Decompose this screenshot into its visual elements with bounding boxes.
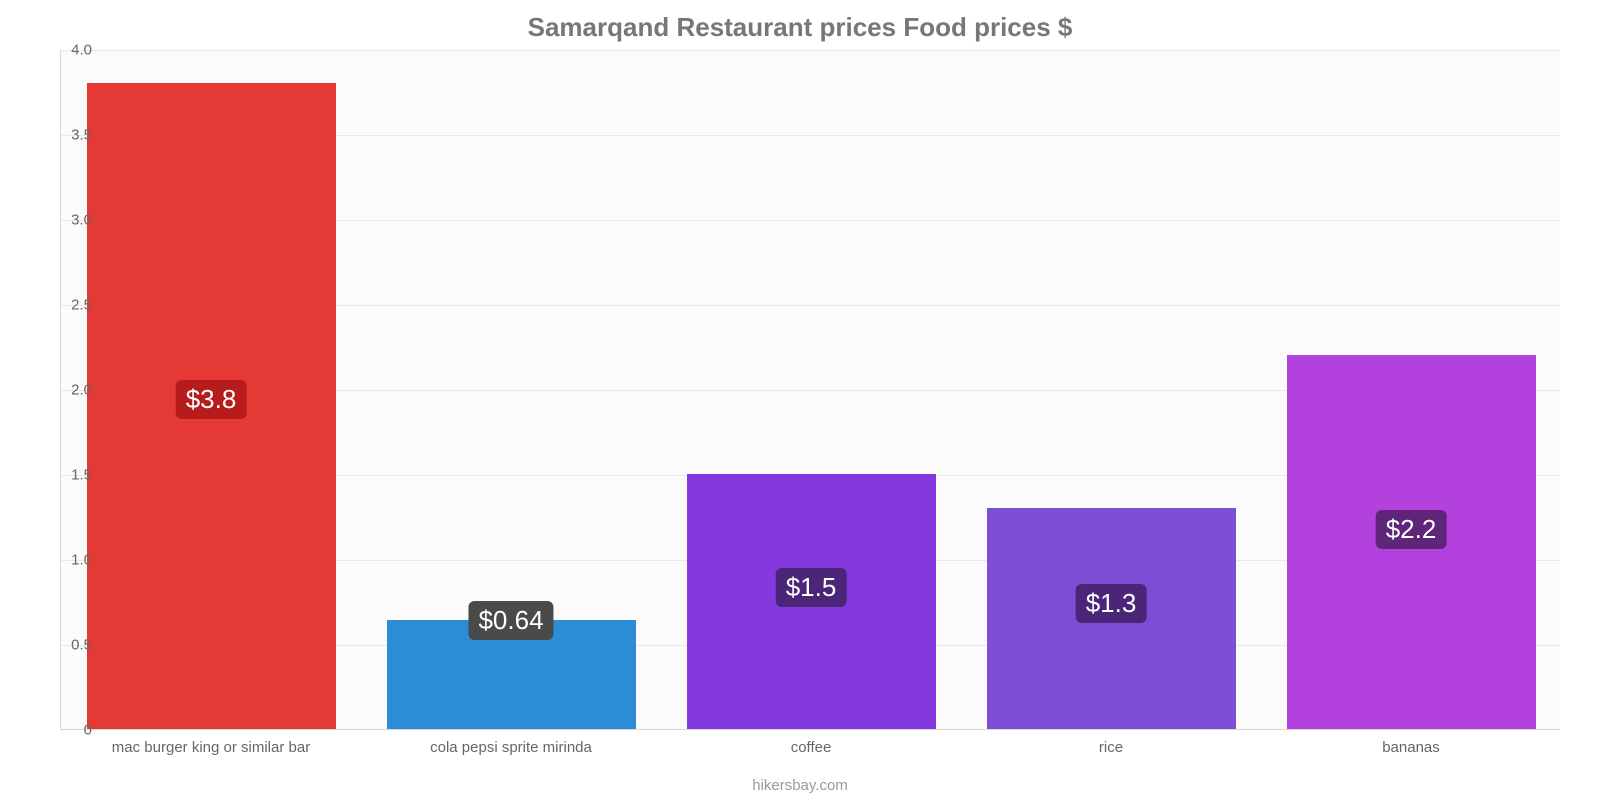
bar-value-label: $1.5 (776, 568, 847, 607)
bar-slot: $3.8mac burger king or similar bar (61, 50, 361, 729)
x-tick-label: cola pepsi sprite mirinda (430, 739, 592, 756)
y-tick-label: 3.5 (52, 127, 92, 144)
y-tick-label: 1.0 (52, 552, 92, 569)
bar-value-label: $0.64 (468, 601, 553, 640)
y-tick-label: 3.0 (52, 212, 92, 229)
plot-area: $3.8mac burger king or similar bar$0.64c… (60, 50, 1560, 730)
y-tick-label: 2.0 (52, 382, 92, 399)
y-tick-label: 2.5 (52, 297, 92, 314)
bar-slot: $0.64cola pepsi sprite mirinda (361, 50, 661, 729)
y-tick-label: 4.0 (52, 42, 92, 59)
bar-value-label: $3.8 (176, 380, 247, 419)
x-tick-label: bananas (1382, 739, 1440, 756)
chart-footer: hikersbay.com (0, 777, 1600, 794)
bar-value-label: $1.3 (1076, 584, 1147, 623)
bar-value-label: $2.2 (1376, 510, 1447, 549)
y-tick-label: 1.5 (52, 467, 92, 484)
x-tick-label: coffee (791, 739, 832, 756)
y-tick-label: 0 (52, 722, 92, 739)
chart-title: Samarqand Restaurant prices Food prices … (0, 12, 1600, 43)
x-tick-label: mac burger king or similar bar (112, 739, 310, 756)
chart-container: Samarqand Restaurant prices Food prices … (0, 0, 1600, 800)
x-tick-label: rice (1099, 739, 1123, 756)
bar-slot: $2.2bananas (1261, 50, 1561, 729)
bar-slot: $1.5coffee (661, 50, 961, 729)
bar-slot: $1.3rice (961, 50, 1261, 729)
bars-group: $3.8mac burger king or similar bar$0.64c… (61, 50, 1560, 729)
y-tick-label: 0.5 (52, 637, 92, 654)
